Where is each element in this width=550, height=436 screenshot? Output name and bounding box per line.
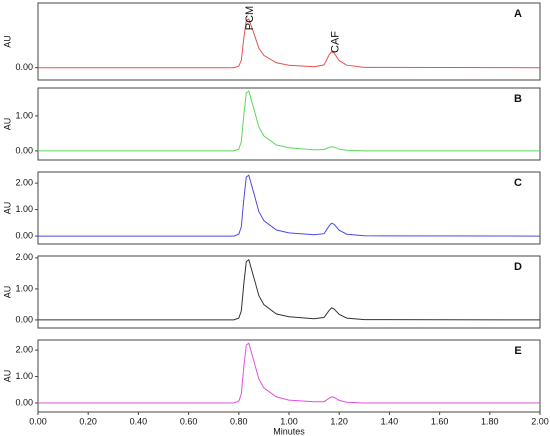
- y-axis-label: AU: [2, 202, 12, 215]
- panel-frame: [37, 339, 541, 413]
- panel-label: B: [514, 93, 522, 105]
- annotation: PCM: [244, 6, 256, 30]
- x-tick-label: 1.80: [481, 416, 499, 426]
- x-tick-label: 2.00: [531, 416, 549, 426]
- y-axis-label: AU: [2, 118, 12, 131]
- y-axis-label: AU: [2, 370, 12, 383]
- panel-frame: [37, 171, 541, 245]
- y-axis-label: AU: [2, 35, 12, 48]
- y-tick-label: 1.00: [15, 371, 33, 381]
- panel-frame: [37, 87, 541, 161]
- line: [38, 18, 541, 69]
- x-tick-label: 1.60: [431, 416, 449, 426]
- y-tick-label: 0.00: [15, 314, 33, 324]
- x-tick-label: 1.40: [381, 416, 399, 426]
- y-axis-label: AU: [2, 286, 12, 299]
- y-tick-label: 1.00: [15, 204, 33, 214]
- y-tick-label: 0.00: [15, 62, 33, 72]
- line: [38, 258, 541, 321]
- line: [38, 342, 540, 404]
- panel-label: A: [514, 8, 522, 20]
- y-tick-label: 1.00: [15, 110, 33, 120]
- x-tick-label: 0.80: [230, 416, 248, 426]
- x-tick-label: 0.60: [180, 416, 198, 426]
- panel-frame: [37, 255, 541, 329]
- panel-frame: [37, 2, 541, 81]
- x-tick-label: 1.20: [330, 416, 348, 426]
- y-tick-label: 1.00: [15, 283, 33, 293]
- y-tick-label: 2.00: [15, 344, 33, 354]
- panel-label: D: [514, 261, 522, 273]
- line: [38, 90, 540, 152]
- y-tick-label: 0.00: [15, 145, 33, 155]
- y-tick-label: 0.00: [15, 230, 33, 240]
- x-tick-label: 0.40: [130, 416, 148, 426]
- line: [38, 174, 541, 237]
- y-tick-label: 0.00: [15, 397, 33, 407]
- y-tick-label: 2.00: [15, 252, 33, 262]
- x-tick-label: 0.00: [29, 416, 47, 426]
- x-tick-label: 0.20: [79, 416, 97, 426]
- annotation: CAF: [330, 31, 342, 53]
- x-axis-label: Minutes: [273, 426, 305, 436]
- panel-label: C: [514, 177, 522, 189]
- x-tick-label: 1.00: [280, 416, 298, 426]
- panel-label: E: [514, 345, 521, 357]
- y-tick-label: 2.00: [15, 177, 33, 187]
